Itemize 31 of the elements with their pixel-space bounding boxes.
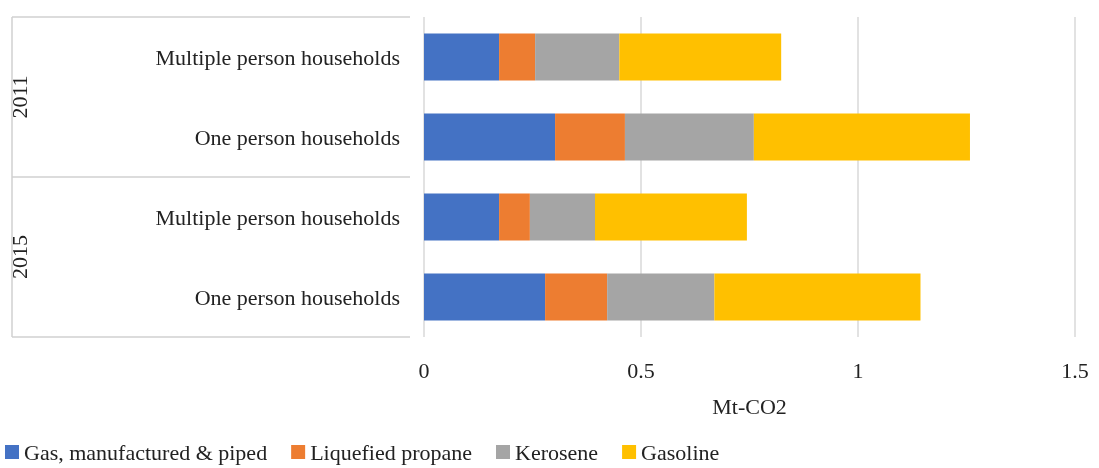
legend-label: Liquefied propane (310, 439, 473, 465)
x-tick-label: 1 (852, 357, 864, 383)
y-tick-label: Multiple person households (155, 44, 400, 70)
x-tick-label: 0 (418, 357, 430, 383)
bar (545, 273, 608, 321)
bar (499, 193, 530, 241)
bar (424, 33, 500, 81)
bar (714, 273, 921, 321)
y-tick-label: One person households (194, 284, 400, 310)
bar (595, 193, 747, 241)
bar (499, 33, 536, 81)
bar (555, 113, 625, 161)
bar (624, 113, 754, 161)
bar (535, 33, 620, 81)
legend-label: Gasoline (641, 439, 720, 465)
bar (619, 33, 782, 81)
y-tick-label: Multiple person households (155, 204, 400, 230)
x-tick-label: 0.5 (627, 357, 655, 383)
x-axis-title: Mt-CO2 (712, 393, 787, 419)
y-tick-label: One person households (194, 124, 400, 150)
x-tick-label: 1.5 (1061, 357, 1089, 383)
legend-label: Gas, manufactured & piped (24, 439, 268, 465)
bar (529, 193, 595, 241)
bar (424, 193, 500, 241)
legend-label: Kerosene (515, 439, 599, 465)
bar (424, 273, 546, 321)
text: 2015 (6, 235, 32, 279)
bar (753, 113, 970, 161)
text: 2011 (6, 75, 32, 119)
bar (607, 273, 715, 321)
bar (424, 113, 556, 161)
